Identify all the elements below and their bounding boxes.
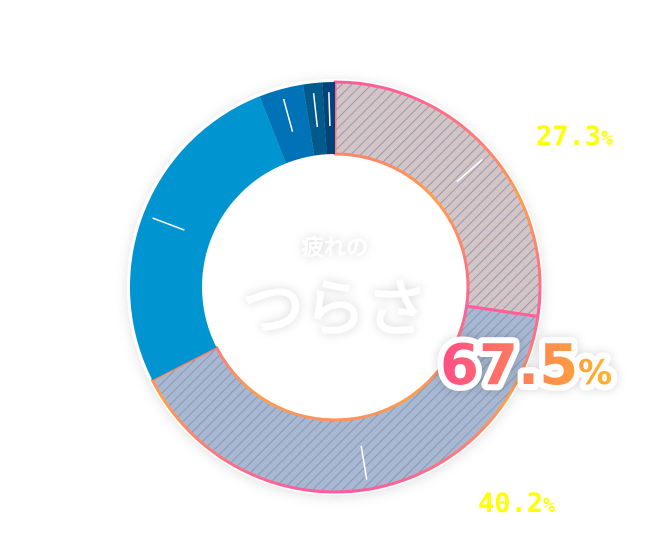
slice-tick-4: [312, 93, 319, 128]
donut-slice-5: [322, 82, 335, 155]
slice-tick-3: [282, 98, 294, 132]
center-title-large: つらさ: [242, 272, 428, 345]
slice-tick-2: [152, 217, 185, 231]
highlight-total: 67.5% 67.5%: [434, 327, 618, 404]
slice-label-1: 40.2%: [478, 488, 555, 519]
slice-ticks: [152, 92, 483, 480]
slice-label-0: 27.3%: [536, 121, 613, 152]
slice-tick-0: [456, 158, 483, 183]
highlight-value: 67.5%: [440, 333, 612, 398]
donut-slice-2: [129, 96, 287, 381]
highlight-outline: 67.5%: [440, 333, 612, 398]
donut-slice-hatch-0: [333, 80, 542, 319]
donut-slices: [129, 80, 542, 494]
donut-slice-hatch-1: [150, 304, 540, 494]
center-title-small: 疲れの: [302, 235, 368, 261]
center-label: 疲れの つらさ: [242, 235, 428, 345]
slice-tick-1: [360, 445, 368, 480]
donut-slice-3: [259, 84, 315, 164]
donut-slice-4: [302, 82, 327, 156]
slice-tick-5: [328, 92, 331, 127]
